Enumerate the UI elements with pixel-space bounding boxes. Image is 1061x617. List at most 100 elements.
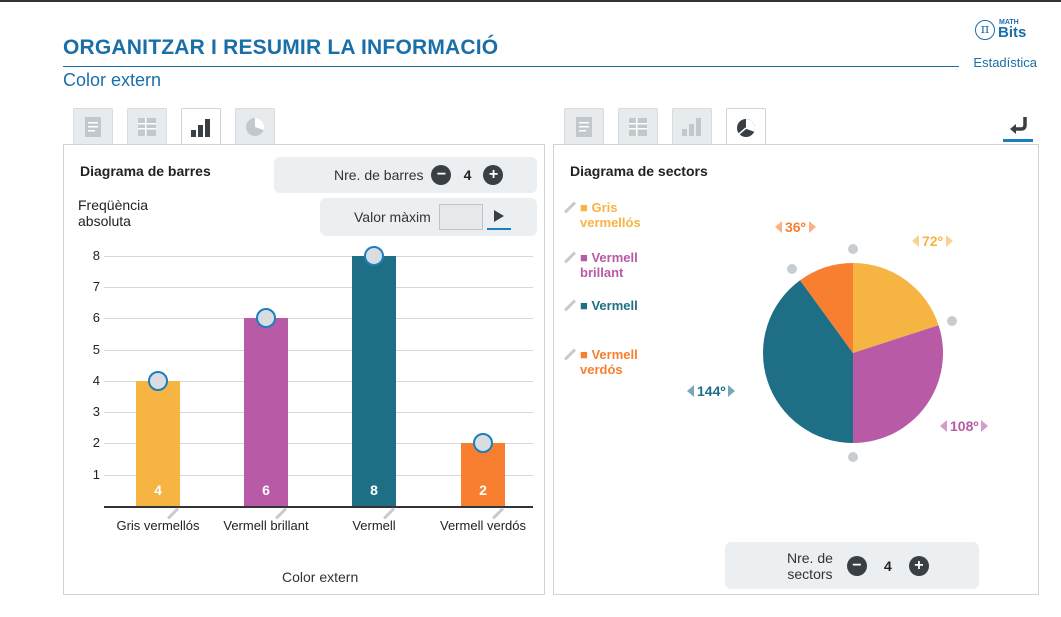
left-view-tabs	[73, 108, 275, 146]
category-label: Vermell	[352, 518, 396, 533]
bar-value-label: 4	[154, 482, 162, 498]
y-tick-label: 4	[92, 372, 100, 388]
bar-count-label: Nre. de barres	[334, 167, 424, 183]
pie-chart-icon	[246, 117, 265, 136]
bar	[461, 443, 505, 506]
decrease-angle-icon[interactable]	[775, 221, 782, 233]
tab-bar-chart[interactable]	[672, 108, 712, 144]
mathbits-logo: π MATH Bits	[975, 18, 1035, 44]
category-label: Gris vermellós	[116, 518, 200, 533]
decrease-bars-button[interactable]: −	[431, 165, 452, 185]
pi-icon: π	[975, 20, 995, 40]
max-value-input[interactable]	[438, 204, 483, 230]
y-axis-label-line1: Freqüència	[78, 197, 149, 213]
sector-boundary-handle[interactable]	[848, 244, 858, 254]
bar-count-control: Nre. de barres − 4 +	[274, 157, 537, 193]
grid-line	[104, 380, 533, 382]
tab-table[interactable]	[618, 108, 658, 144]
decrease-sectors-button[interactable]: −	[846, 555, 867, 576]
tab-pie-chart[interactable]	[726, 108, 766, 146]
grid-line	[104, 443, 533, 445]
y-tick-label: 6	[92, 310, 100, 326]
page-subtitle: Color extern	[63, 70, 162, 90]
y-tick-label: 5	[92, 341, 100, 357]
max-value-label: Valor màxim	[354, 209, 431, 225]
play-icon	[493, 210, 504, 222]
bar-value-label: 6	[262, 482, 270, 498]
pie-panel-title: Diagrama de sectors	[570, 163, 708, 179]
bar-chart-icon	[682, 117, 701, 136]
bar-panel-title: Diagrama de barres	[80, 163, 211, 179]
right-view-tabs	[564, 108, 766, 146]
increase-angle-icon[interactable]	[728, 385, 736, 397]
tab-text[interactable]	[73, 108, 113, 144]
x-axis	[104, 506, 533, 508]
legend-item: ■ Gris vermellós	[580, 200, 641, 230]
y-tick-label: 2	[92, 435, 100, 451]
category-label: Vermell brillant	[223, 518, 309, 533]
increase-bars-button[interactable]: +	[483, 165, 504, 185]
tab-text[interactable]	[564, 108, 604, 144]
tab-bar-chart[interactable]	[181, 108, 221, 146]
angle-value: 144º	[697, 383, 726, 399]
increase-angle-icon[interactable]	[981, 420, 989, 432]
bar-value-label: 2	[479, 482, 487, 498]
decrease-angle-icon[interactable]	[687, 385, 694, 397]
grid-line	[104, 349, 533, 351]
y-tick-label: 1	[92, 466, 100, 482]
sector-count-label-line1: Nre. de	[787, 549, 833, 566]
legend-item: ■ Vermell brillant	[580, 250, 638, 280]
tab-pie-chart[interactable]	[235, 108, 275, 144]
back-button[interactable]	[1003, 110, 1033, 142]
y-axis-label-line2: absoluta	[78, 213, 131, 229]
return-arrow-icon	[1010, 116, 1027, 134]
bar	[244, 318, 288, 506]
bar-drag-handle[interactable]	[256, 308, 276, 329]
y-tick-label: 3	[92, 404, 100, 420]
grid-line	[104, 286, 533, 288]
sector-boundary-handle[interactable]	[786, 263, 797, 274]
increase-angle-icon[interactable]	[945, 235, 953, 247]
bar	[352, 255, 396, 506]
sector-angle-label: 144º	[687, 383, 736, 399]
sector-angle-label: 108º	[940, 418, 989, 434]
pie-chart-icon	[737, 118, 756, 137]
top-border	[0, 0, 1061, 2]
legend-item: ■ Vermell verdós	[580, 347, 638, 377]
bar-drag-handle[interactable]	[364, 245, 384, 266]
sector-count-value: 4	[884, 557, 892, 574]
grid-line	[104, 412, 533, 414]
sector-count-label-line2: sectors	[787, 565, 833, 582]
legend-item: ■ Vermell	[580, 298, 638, 313]
page-title: ORGANITZAR I RESUMIR LA INFORMACIÓ	[63, 36, 499, 59]
title-divider	[63, 66, 959, 67]
grid-line	[104, 255, 533, 257]
decrease-angle-icon[interactable]	[912, 235, 919, 247]
tab-table[interactable]	[127, 108, 167, 144]
decrease-angle-icon[interactable]	[940, 420, 947, 432]
bar-drag-handle[interactable]	[473, 433, 493, 454]
max-value-control: Valor màxim	[320, 198, 537, 236]
category-label: Vermell verdós	[440, 518, 526, 533]
y-tick-label: 8	[92, 247, 100, 263]
sector-count-control: Nre. de sectors − 4 +	[725, 542, 979, 589]
bar	[136, 380, 180, 506]
x-axis-label: Color extern	[282, 569, 359, 585]
apply-max-button[interactable]	[486, 204, 511, 230]
grid-line	[104, 474, 533, 476]
bar-value-label: 8	[370, 482, 378, 498]
section-label: Estadística	[973, 55, 1037, 70]
bar-drag-handle[interactable]	[148, 370, 168, 391]
increase-sectors-button[interactable]: +	[908, 555, 929, 576]
sector-boundary-handle[interactable]	[946, 315, 957, 326]
y-axis-label: Freqüència absoluta	[78, 197, 148, 229]
bar-chart-icon	[191, 118, 210, 137]
logo-bottom-text: Bits	[998, 24, 1027, 41]
sector-boundary-handle[interactable]	[848, 452, 858, 462]
grid-line	[104, 318, 533, 320]
y-tick-label: 7	[92, 278, 100, 294]
sector-angle-label: 72º	[912, 233, 953, 249]
angle-value: 72º	[922, 233, 943, 249]
increase-angle-icon[interactable]	[808, 221, 816, 233]
table-icon	[138, 117, 156, 136]
